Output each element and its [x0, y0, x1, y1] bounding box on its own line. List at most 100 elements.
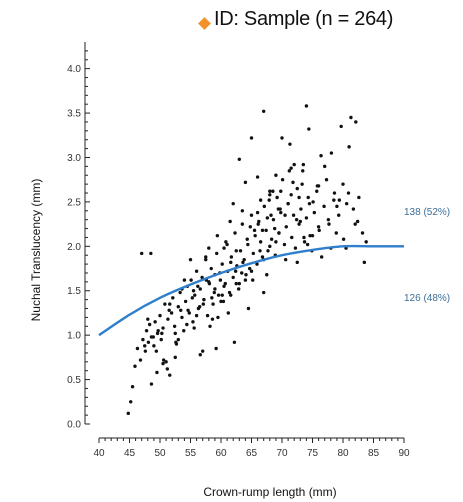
data-point [364, 240, 368, 244]
data-point [306, 195, 310, 200]
data-point [149, 335, 154, 339]
data-point [226, 311, 231, 315]
data-point [251, 251, 256, 256]
data-point [198, 353, 202, 357]
x-tick-label: 40 [93, 448, 105, 459]
data-point [289, 166, 293, 170]
data-point [317, 228, 321, 233]
annotation-above: 138 (52%) [404, 207, 450, 218]
data-point [149, 251, 153, 256]
data-point [360, 231, 365, 235]
data-point [179, 308, 183, 312]
data-point [268, 244, 272, 249]
data-point [249, 136, 254, 140]
y-tick-label: 1.0 [67, 331, 81, 342]
data-point [220, 262, 224, 266]
data-point [159, 337, 163, 342]
data-point [172, 324, 177, 328]
x-axis-ticks: 40 45 50 55 60 65 70 75 80 85 90 [93, 438, 410, 459]
data-point [276, 207, 281, 211]
reference-curve [98, 244, 404, 337]
data-point [301, 169, 305, 173]
data-point [210, 317, 215, 321]
data-point [189, 278, 193, 282]
data-point [297, 222, 301, 226]
data-point [274, 240, 278, 244]
x-tick-label: 50 [154, 448, 166, 459]
data-point [149, 382, 154, 386]
data-point [133, 364, 137, 368]
data-point [292, 162, 296, 167]
data-point [209, 266, 213, 271]
data-point [269, 237, 274, 241]
data-point [268, 189, 272, 193]
data-point [207, 280, 211, 284]
data-point [229, 293, 233, 297]
data-point [262, 109, 266, 113]
data-point [329, 151, 334, 155]
data-point [258, 240, 263, 244]
data-point [216, 293, 221, 297]
legend-label: ID: Sample (n = 264) [214, 8, 394, 30]
data-point [257, 219, 261, 224]
x-tick-label: 90 [398, 448, 410, 459]
data-point [236, 287, 241, 291]
data-point [269, 213, 273, 217]
data-point [311, 200, 315, 204]
data-point [277, 231, 281, 235]
data-point [255, 262, 259, 266]
data-point [322, 204, 326, 209]
data-point [287, 169, 292, 173]
data-point [141, 337, 145, 342]
data-point [246, 306, 251, 311]
data-point [293, 246, 298, 250]
data-point [156, 329, 160, 333]
data-point [183, 299, 188, 304]
data-point [248, 225, 252, 229]
data-point [258, 198, 263, 202]
y-tick-label: 0.5 [67, 375, 81, 386]
data-point [324, 177, 329, 182]
data-point [297, 195, 301, 200]
data-point [147, 322, 152, 327]
data-point [337, 213, 341, 217]
data-point [173, 331, 177, 336]
data-point [290, 235, 294, 240]
data-point [326, 217, 331, 222]
data-point [219, 299, 223, 304]
data-point [299, 207, 303, 211]
y-tick-label: 2.0 [67, 242, 81, 253]
data-point [353, 222, 357, 226]
data-point [344, 201, 349, 206]
data-point [126, 411, 130, 416]
data-point [224, 240, 228, 244]
data-point [143, 349, 148, 353]
data-point [215, 251, 219, 256]
data-point [152, 344, 156, 348]
data-point [288, 142, 292, 146]
y-tick-label: 4.0 [67, 64, 81, 75]
x-tick-label: 60 [215, 448, 227, 459]
data-point [140, 251, 144, 256]
data-point [201, 302, 206, 306]
data-point [243, 180, 248, 185]
data-point [229, 260, 233, 265]
data-point [280, 177, 285, 182]
data-point [308, 233, 312, 238]
data-point [208, 324, 212, 328]
data-point [247, 266, 252, 271]
data-point [265, 216, 270, 220]
data-point [242, 257, 246, 262]
data-point [315, 184, 320, 188]
data-point [216, 315, 220, 320]
data-point [234, 281, 238, 286]
data-point [304, 216, 309, 220]
data-point [346, 191, 351, 195]
data-point [332, 198, 336, 202]
data-point [253, 233, 257, 238]
data-point [211, 302, 215, 306]
data-point [237, 157, 241, 161]
data-point [307, 201, 312, 206]
data-point [319, 255, 324, 259]
x-axis-label: Crown-rump length (mm) [203, 485, 336, 499]
